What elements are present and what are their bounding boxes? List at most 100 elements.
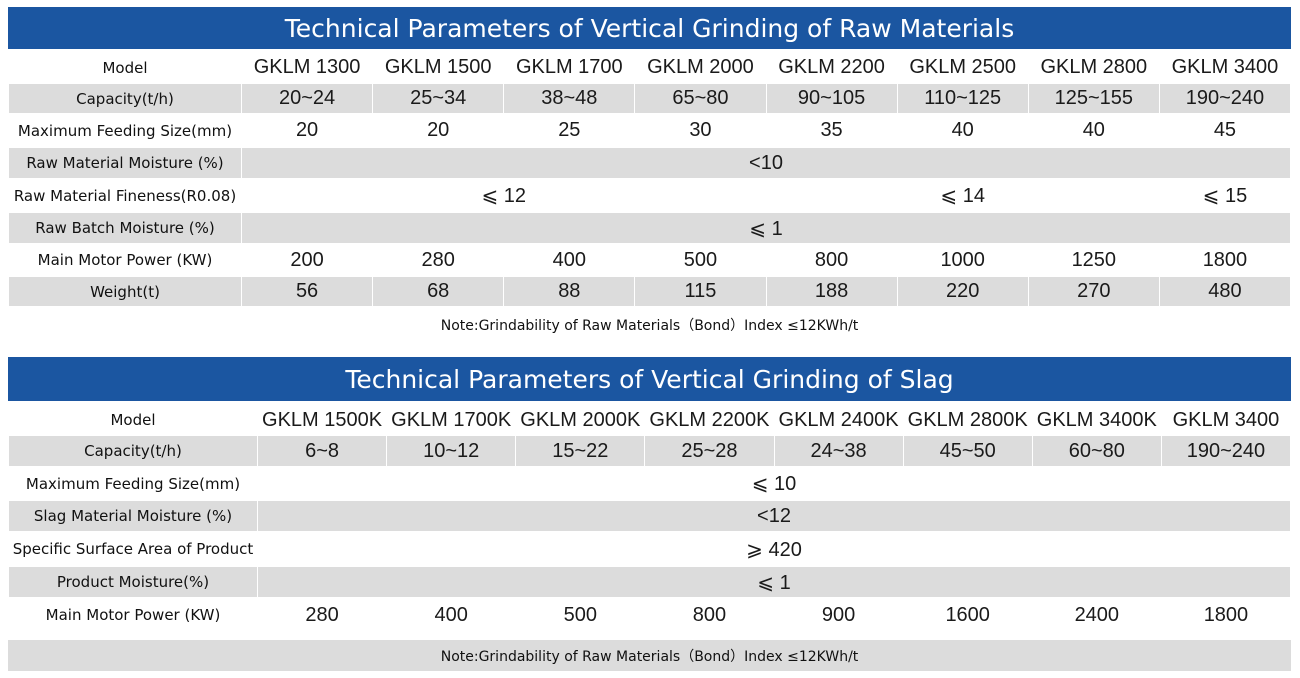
capacity-cell: 6~8 bbox=[258, 436, 387, 466]
slag-power-row: Main Motor Power (KW) 280 400 500 800 90… bbox=[9, 597, 1290, 633]
raw-table-note: Note:Grindability of Raw Materials（Bond）… bbox=[440, 318, 859, 334]
raw-table-title: Technical Parameters of Vertical Grindin… bbox=[8, 7, 1291, 49]
raw-batch-row: Raw Batch Moisture (%) ⩽ 1 bbox=[9, 213, 1290, 243]
power-cell: 1250 bbox=[1071, 248, 1117, 271]
capacity-cell: 25~28 bbox=[645, 436, 774, 466]
power-cell: 2400 bbox=[1074, 603, 1120, 626]
slag-table-note: Note:Grindability of Raw Materials（Bond）… bbox=[8, 640, 1291, 671]
model-cell: GKLM 2200K bbox=[649, 408, 770, 431]
feeding-cell: 25 bbox=[558, 119, 581, 141]
power-cell: 400 bbox=[552, 248, 586, 271]
product-moisture-value: ⩽ 1 bbox=[258, 567, 1290, 597]
model-cell: GKLM 3400K bbox=[1036, 408, 1157, 431]
raw-capacity-row: Capacity(t/h) 20~24 25~34 38~48 65~80 90… bbox=[9, 84, 1290, 113]
row-label-feeding: Maximum Feeding Size(mm) bbox=[17, 121, 233, 140]
feeding-cell: 40 bbox=[1082, 119, 1105, 141]
row-label-weight: Weight(t) bbox=[9, 277, 241, 306]
slag-surface-row: Specific Surface Area of Product ⩾ 420 bbox=[9, 531, 1290, 567]
model-cell: GKLM 2000K bbox=[520, 408, 641, 431]
capacity-cell: 25~34 bbox=[373, 84, 504, 113]
slag-parameters-table: Model GKLM 1500K GKLM 1700K GKLM 2000K G… bbox=[8, 404, 1291, 633]
power-cell: 1000 bbox=[940, 248, 985, 271]
model-cell: GKLM 2200 bbox=[778, 56, 885, 78]
row-label-capacity: Capacity(t/h) bbox=[9, 436, 257, 466]
capacity-cell: 65~80 bbox=[635, 84, 766, 113]
model-cell: GKLM 2000 bbox=[647, 56, 754, 78]
row-label-capacity: Capacity(t/h) bbox=[9, 84, 241, 113]
row-label-power: Main Motor Power (KW) bbox=[37, 251, 213, 269]
power-cell: 400 bbox=[434, 603, 468, 626]
weight-cell: 188 bbox=[766, 277, 897, 306]
weight-cell: 68 bbox=[373, 277, 504, 306]
slag-capacity-row: Capacity(t/h) 6~8 10~12 15~22 25~28 24~3… bbox=[9, 436, 1290, 466]
power-cell: 900 bbox=[821, 603, 856, 626]
power-cell: 1800 bbox=[1203, 603, 1249, 626]
power-cell: 280 bbox=[305, 603, 339, 626]
weight-cell: 480 bbox=[1159, 277, 1290, 306]
capacity-cell: 90~105 bbox=[766, 84, 897, 113]
model-cell: GKLM 1700 bbox=[515, 56, 623, 78]
power-cell: 800 bbox=[692, 603, 727, 626]
model-cell: GKLM 2400K bbox=[778, 408, 899, 431]
raw-moisture-row: Raw Material Moisture (%) <10 bbox=[9, 148, 1290, 178]
batch-value: ⩽ 1 bbox=[242, 213, 1290, 243]
capacity-cell: 10~12 bbox=[387, 436, 516, 466]
model-cell: GKLM 2800 bbox=[1040, 56, 1148, 78]
power-cell: 280 bbox=[421, 248, 455, 271]
slag-model-row: Model GKLM 1500K GKLM 1700K GKLM 2000K G… bbox=[9, 404, 1290, 436]
raw-parameters-table: Model GKLM 1300 GKLM 1500 GKLM 1700 GKLM… bbox=[8, 51, 1291, 306]
row-label-power: Main Motor Power (KW) bbox=[45, 606, 221, 624]
feeding-cell: 40 bbox=[951, 119, 974, 141]
fineness-value: ⩽ 15 bbox=[1202, 185, 1248, 207]
raw-model-row: Model GKLM 1300 GKLM 1500 GKLM 1700 GKLM… bbox=[9, 51, 1290, 84]
capacity-cell: 38~48 bbox=[504, 84, 635, 113]
weight-cell: 270 bbox=[1028, 277, 1159, 306]
fineness-value: ⩽ 14 bbox=[940, 185, 985, 207]
model-cell: GKLM 2500 bbox=[909, 56, 1017, 78]
capacity-cell: 60~80 bbox=[1032, 436, 1161, 466]
slag-moisture-row: Slag Material Moisture (%) <12 bbox=[9, 501, 1290, 531]
power-cell: 200 bbox=[290, 248, 324, 271]
row-label-feeding: Maximum Feeding Size(mm) bbox=[25, 474, 241, 493]
power-cell: 500 bbox=[563, 603, 597, 626]
capacity-cell: 15~22 bbox=[516, 436, 645, 466]
slag-feeding-row: Maximum Feeding Size(mm) ⩽ 10 bbox=[9, 466, 1290, 501]
fineness-value: ⩽ 12 bbox=[481, 185, 527, 207]
feeding-cell: 30 bbox=[689, 119, 712, 141]
feeding-cell: 35 bbox=[820, 119, 843, 141]
feeding-value: ⩽ 10 bbox=[751, 473, 797, 495]
model-cell: GKLM 2800K bbox=[907, 408, 1028, 431]
model-cell: GKLM 1500K bbox=[262, 408, 383, 431]
capacity-cell: 110~125 bbox=[897, 84, 1028, 113]
capacity-cell: 20~24 bbox=[242, 84, 373, 113]
power-cell: 800 bbox=[814, 248, 849, 271]
raw-fineness-row: Raw Material Fineness(R0.08) ⩽ 12 ⩽ 14 ⩽… bbox=[9, 178, 1290, 213]
row-label-moisture: Slag Material Moisture (%) bbox=[9, 501, 257, 531]
model-cell: GKLM 3400 bbox=[1171, 56, 1279, 78]
raw-feeding-row: Maximum Feeding Size(mm) 20 20 25 30 35 … bbox=[9, 113, 1290, 148]
moisture-value: <12 bbox=[258, 501, 1290, 531]
row-label-surface: Specific Surface Area of Product bbox=[12, 540, 254, 558]
row-label-batch: Raw Batch Moisture (%) bbox=[9, 213, 241, 243]
surface-value: ⩾ 420 bbox=[746, 538, 802, 561]
power-cell: 1800 bbox=[1202, 248, 1248, 271]
weight-cell: 220 bbox=[897, 277, 1028, 306]
slag-table-title: Technical Parameters of Vertical Grindin… bbox=[8, 357, 1291, 401]
model-cell: GKLM 1700K bbox=[391, 408, 512, 431]
weight-cell: 88 bbox=[504, 277, 635, 306]
feeding-cell: 20 bbox=[295, 119, 319, 141]
weight-cell: 56 bbox=[242, 277, 373, 306]
row-label-fineness: Raw Material Fineness(R0.08) bbox=[13, 186, 237, 205]
weight-cell: 115 bbox=[635, 277, 766, 306]
raw-weight-row: Weight(t) 56 68 88 115 188 220 270 480 bbox=[9, 277, 1290, 306]
capacity-cell: 125~155 bbox=[1028, 84, 1159, 113]
row-label-model: Model bbox=[102, 58, 148, 77]
row-label-moisture: Raw Material Moisture (%) bbox=[9, 148, 241, 178]
power-cell: 500 bbox=[683, 248, 718, 271]
capacity-cell: 190~240 bbox=[1161, 436, 1290, 466]
feeding-cell: 45 bbox=[1213, 119, 1237, 141]
model-cell: GKLM 1500 bbox=[384, 56, 492, 78]
moisture-value: <10 bbox=[242, 148, 1290, 178]
model-cell: GKLM 1300 bbox=[253, 56, 361, 78]
